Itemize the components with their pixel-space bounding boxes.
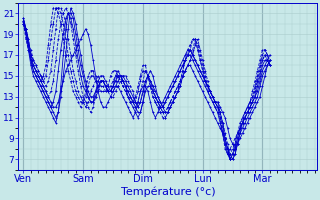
X-axis label: Température (°c): Température (°c) [121,187,215,197]
